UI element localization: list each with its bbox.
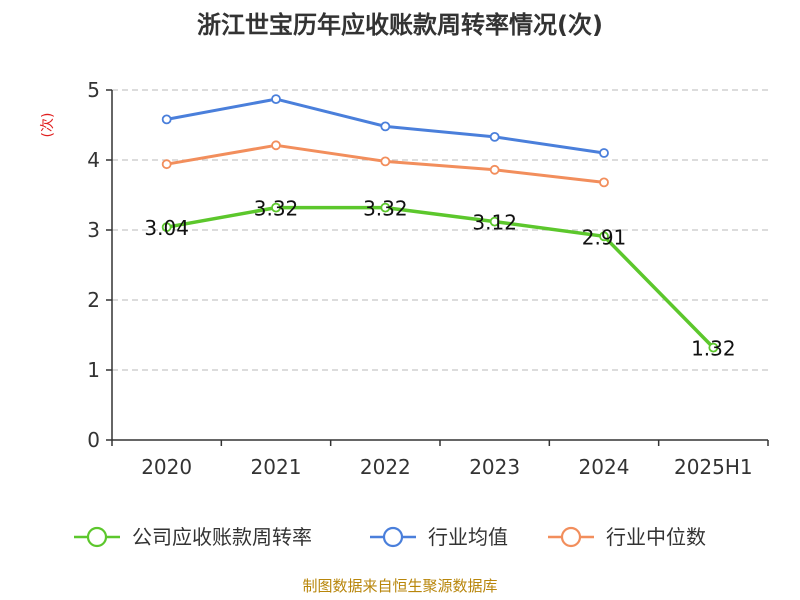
data-label: 3.32 xyxy=(363,197,408,221)
x-tick-label: 2021 xyxy=(251,455,302,479)
y-tick-label: 5 xyxy=(87,78,100,102)
series-point-0 xyxy=(599,231,609,242)
legend-label: 行业均值 xyxy=(428,525,508,549)
y-tick-label: 2 xyxy=(87,288,100,312)
data-label: 3.12 xyxy=(472,211,517,235)
data-label: 2.91 xyxy=(582,225,627,249)
data-label: 1.32 xyxy=(691,337,736,361)
series-point-0 xyxy=(489,216,500,227)
data-label: 3.04 xyxy=(144,216,189,240)
series-point-2 xyxy=(599,177,609,188)
legend: 公司应收账款周转率 行业均值 行业中位数 xyxy=(74,525,706,549)
series-point-0 xyxy=(271,202,281,213)
legend-marker xyxy=(382,526,404,548)
series-point-0 xyxy=(708,342,719,353)
data-labels: 3.04 3.32 3.32 3.12 2.91 1.32 xyxy=(144,197,735,361)
legend-label: 行业中位数 xyxy=(606,525,706,549)
series-point-0 xyxy=(161,222,172,233)
series-point-1 xyxy=(599,148,609,158)
y-axis-label: (次) xyxy=(40,113,56,138)
series-point-1 xyxy=(489,131,500,142)
series-point-1 xyxy=(271,94,281,104)
y-tick-label: 4 xyxy=(87,148,100,172)
x-tick-label: 2022 xyxy=(360,455,411,479)
x-tick-label: 2025H1 xyxy=(674,455,753,479)
y-tick-label: 3 xyxy=(87,218,100,242)
legend-label: 公司应收账款周转率 xyxy=(132,525,312,549)
series-lines xyxy=(161,94,719,353)
series-line-0 xyxy=(166,205,715,349)
series-point-2 xyxy=(161,159,172,170)
legend-marker xyxy=(560,526,582,548)
chart-title: 浙江世宝历年应收账款周转率情况(次) xyxy=(197,11,603,39)
series-point-1 xyxy=(380,121,391,132)
series-point-2 xyxy=(271,140,281,151)
x-tick-label: 2020 xyxy=(141,455,192,479)
legend-marker xyxy=(86,526,108,548)
data-label: 3.32 xyxy=(254,197,299,221)
axes: 0 1 2 3 4 5 2020 2021 2022 2023 2024 2025H1 xyxy=(87,78,769,479)
series-point-2 xyxy=(380,156,391,167)
source-note: 制图数据来自恒生聚源数据库 xyxy=(302,577,497,595)
y-tick-label: 1 xyxy=(87,358,100,382)
y-tick-label: 0 xyxy=(87,428,100,452)
series-point-0 xyxy=(380,202,391,213)
x-tick-label: 2024 xyxy=(579,455,630,479)
series-point-2 xyxy=(489,164,500,175)
x-tick-label: 2023 xyxy=(469,455,520,479)
series-point-1 xyxy=(161,114,172,125)
